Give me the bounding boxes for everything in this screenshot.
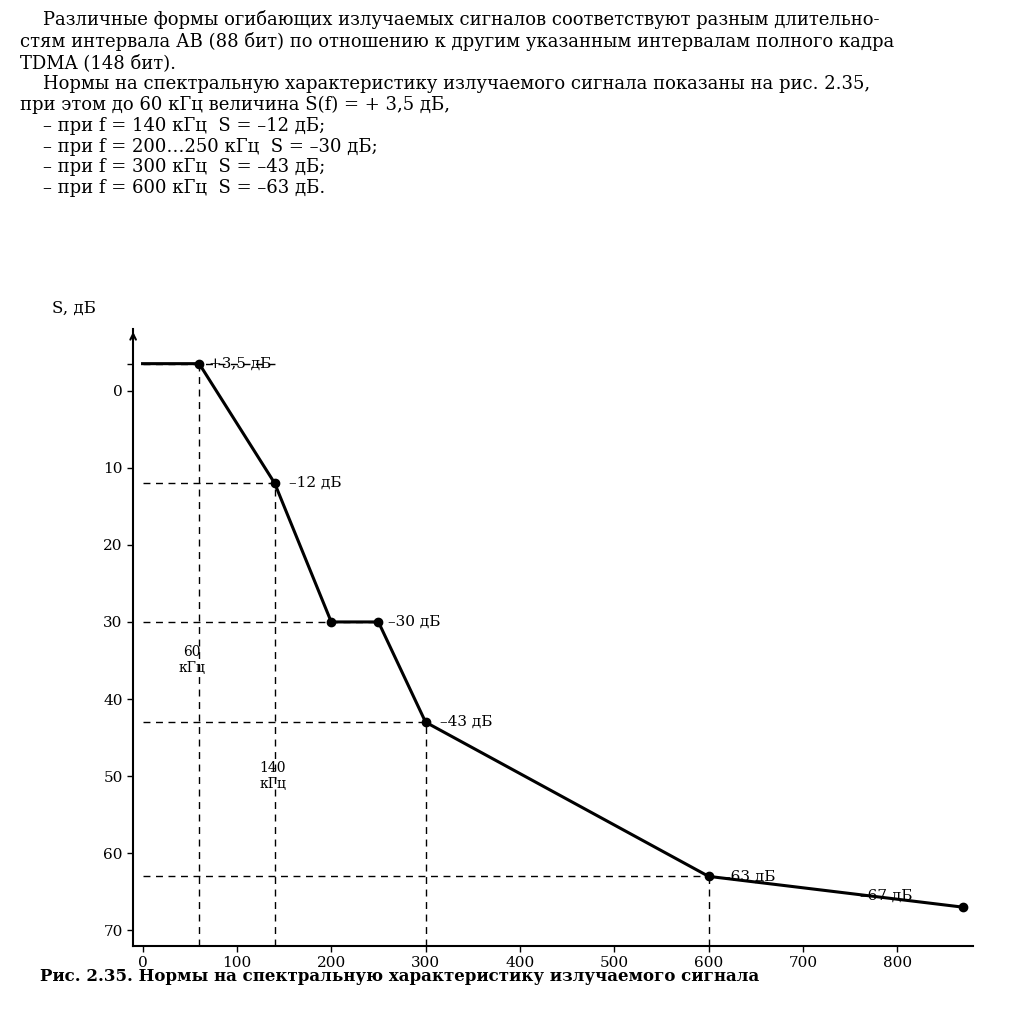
Text: +3,5 дБ: +3,5 дБ bbox=[209, 357, 270, 371]
Text: Различные формы огибающих излучаемых сигналов соответствуют разным длительно-
ст: Различные формы огибающих излучаемых сиг… bbox=[20, 10, 895, 197]
Text: –63 дБ: –63 дБ bbox=[723, 870, 775, 883]
Text: 140
кГц: 140 кГц bbox=[259, 761, 287, 791]
Text: –67 дБ: –67 дБ bbox=[859, 888, 912, 903]
Text: Рис. 2.35. Нормы на спектральную характеристику излучаемого сигнала: Рис. 2.35. Нормы на спектральную характе… bbox=[40, 968, 760, 986]
Text: 60
кГц: 60 кГц bbox=[178, 646, 205, 675]
Text: –30 дБ: –30 дБ bbox=[388, 615, 440, 629]
Y-axis label: S, дБ: S, дБ bbox=[52, 299, 96, 317]
Text: –43 дБ: –43 дБ bbox=[439, 715, 493, 729]
Text: –12 дБ: –12 дБ bbox=[289, 476, 341, 490]
